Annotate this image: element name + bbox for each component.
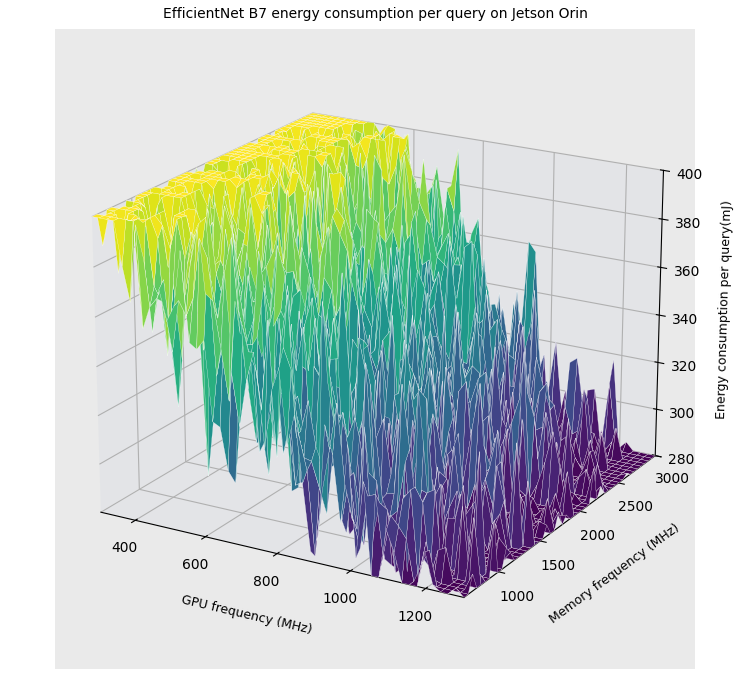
X-axis label: GPU frequency (MHz): GPU frequency (MHz) xyxy=(180,594,314,636)
Y-axis label: Memory frequency (MHz): Memory frequency (MHz) xyxy=(548,522,682,627)
Title: EfficientNet B7 energy consumption per query on Jetson Orin: EfficientNet B7 energy consumption per q… xyxy=(163,7,587,21)
